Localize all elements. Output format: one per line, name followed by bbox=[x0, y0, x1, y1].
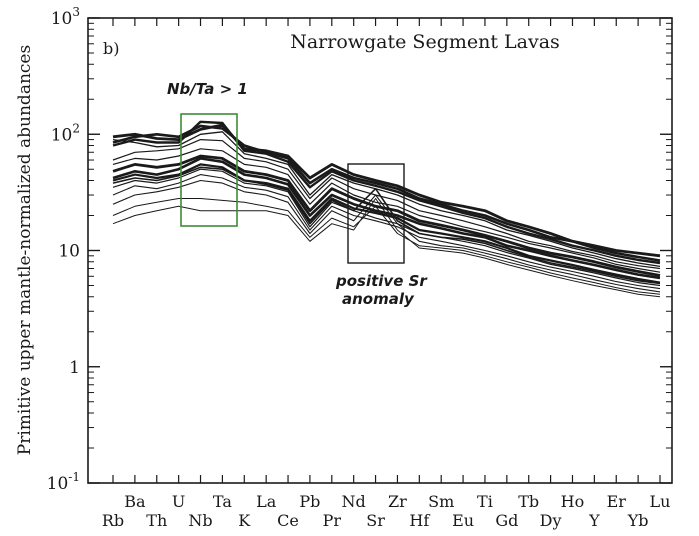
sample-series-line bbox=[112, 166, 661, 285]
x-category-label: Lu bbox=[650, 492, 671, 511]
panel-label: b) bbox=[103, 39, 119, 58]
sample-series-line bbox=[112, 179, 661, 293]
annotation-positive-sr: positive Sr bbox=[335, 272, 428, 290]
x-category-label: Ho bbox=[561, 492, 585, 511]
sample-series-line bbox=[112, 124, 661, 262]
sample-series-line bbox=[112, 131, 661, 268]
y-tick-label: 102 bbox=[51, 121, 80, 145]
x-category-label: Rb bbox=[102, 511, 124, 530]
series-layer bbox=[112, 120, 661, 298]
x-category-label: Ta bbox=[213, 492, 232, 511]
y-axis-ticks: 10-1 1 10 102 103 bbox=[47, 5, 672, 494]
nb-ta-highlight-box bbox=[180, 113, 238, 227]
x-category-label: Y bbox=[588, 511, 600, 530]
x-category-label: Th bbox=[146, 511, 167, 530]
sample-series-line bbox=[112, 157, 661, 280]
x-category-label: Tb bbox=[518, 492, 539, 511]
sample-series-line bbox=[112, 168, 661, 287]
sample-series-line bbox=[112, 120, 661, 265]
sample-series-line bbox=[112, 123, 661, 258]
sample-series-line bbox=[112, 198, 661, 295]
x-category-label: Ti bbox=[477, 492, 493, 511]
y-axis-label: Primitive upper mantle-normalized abunda… bbox=[15, 45, 35, 455]
x-category-label: Hf bbox=[409, 511, 430, 530]
sample-series-line bbox=[112, 139, 661, 270]
x-category-label: Er bbox=[607, 492, 627, 511]
sample-series-line bbox=[112, 198, 661, 298]
x-category-label: K bbox=[238, 511, 251, 530]
x-category-label: Gd bbox=[495, 511, 518, 530]
x-category-label: Eu bbox=[452, 511, 474, 530]
x-category-label: Yb bbox=[627, 511, 649, 530]
y-tick-label: 10-1 bbox=[47, 470, 80, 494]
x-category-label: La bbox=[256, 492, 277, 511]
sr-anomaly-highlight-box bbox=[347, 163, 405, 264]
x-category-label: Nb bbox=[188, 511, 212, 530]
x-category-label: Nd bbox=[342, 492, 366, 511]
y-tick-label: 1 bbox=[69, 358, 80, 378]
x-category-label: Pr bbox=[323, 511, 342, 530]
y-tick-label: 103 bbox=[51, 5, 80, 29]
x-category-label: Ba bbox=[124, 492, 146, 511]
x-category-label: Zr bbox=[388, 492, 407, 511]
chart-title: Narrowgate Segment Lavas bbox=[290, 31, 560, 53]
x-category-label: Sm bbox=[428, 492, 454, 511]
x-category-label: Dy bbox=[540, 511, 562, 530]
sample-series-line bbox=[112, 174, 661, 290]
x-category-label: Ce bbox=[277, 511, 299, 530]
y-tick-label: 10 bbox=[58, 242, 80, 262]
annotation-anomaly: anomaly bbox=[342, 290, 415, 308]
x-category-label: Sr bbox=[366, 511, 385, 530]
annotation-nb-ta: Nb/Ta > 1 bbox=[167, 80, 248, 98]
x-category-label: Pb bbox=[299, 492, 320, 511]
sample-series-line bbox=[112, 163, 661, 284]
x-category-label: U bbox=[172, 492, 185, 511]
